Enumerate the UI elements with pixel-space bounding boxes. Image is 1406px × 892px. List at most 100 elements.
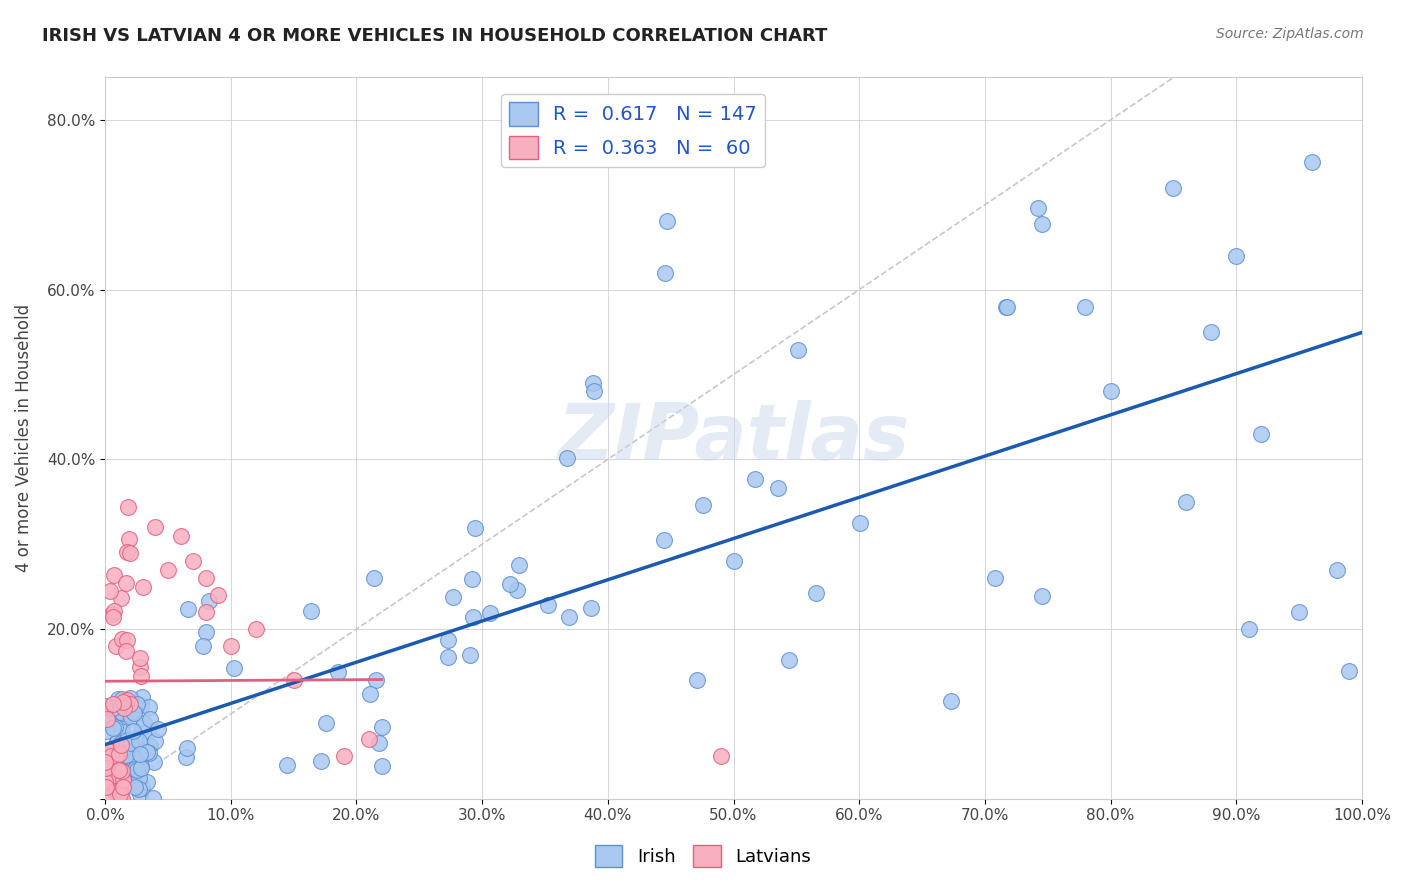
Point xyxy=(219,639,242,653)
Point xyxy=(1163,180,1185,194)
Point xyxy=(120,736,142,750)
Point xyxy=(537,598,560,612)
Point xyxy=(103,568,125,582)
Point xyxy=(806,586,828,600)
Point xyxy=(437,632,460,647)
Point xyxy=(326,665,349,679)
Point xyxy=(363,571,385,585)
Point xyxy=(1326,563,1348,577)
Point xyxy=(1026,201,1049,215)
Point xyxy=(460,572,482,586)
Point xyxy=(582,384,605,398)
Point xyxy=(555,451,578,466)
Point xyxy=(299,604,322,618)
Point xyxy=(117,633,139,648)
Point xyxy=(1250,426,1272,441)
Point xyxy=(115,748,138,763)
Point xyxy=(125,699,148,714)
Point xyxy=(107,691,129,706)
Point xyxy=(135,775,157,789)
Point xyxy=(100,771,122,785)
Point xyxy=(111,691,134,706)
Point xyxy=(194,625,217,640)
Point xyxy=(177,602,200,616)
Point xyxy=(125,698,148,712)
Point xyxy=(108,721,131,735)
Point xyxy=(508,558,530,573)
Point xyxy=(110,724,132,739)
Point xyxy=(506,582,529,597)
Point xyxy=(103,603,125,617)
Point xyxy=(371,759,394,773)
Point xyxy=(105,787,128,801)
Point xyxy=(359,687,381,701)
Point xyxy=(125,753,148,767)
Point xyxy=(101,697,124,711)
Point xyxy=(1237,622,1260,636)
Point xyxy=(686,673,709,687)
Point xyxy=(368,736,391,750)
Point xyxy=(104,720,127,734)
Point xyxy=(110,762,132,776)
Text: IRISH VS LATVIAN 4 OR MORE VEHICLES IN HOUSEHOLD CORRELATION CHART: IRISH VS LATVIAN 4 OR MORE VEHICLES IN H… xyxy=(42,27,828,45)
Point xyxy=(994,300,1017,314)
Point xyxy=(443,590,465,604)
Point xyxy=(222,661,245,675)
Point xyxy=(110,591,132,605)
Point xyxy=(96,712,118,726)
Point xyxy=(132,716,155,731)
Point xyxy=(100,770,122,784)
Point xyxy=(744,472,766,486)
Text: Source: ZipAtlas.com: Source: ZipAtlas.com xyxy=(1216,27,1364,41)
Point xyxy=(138,700,160,714)
Point xyxy=(245,622,267,636)
Point xyxy=(464,521,486,535)
Point xyxy=(114,575,136,590)
Point xyxy=(461,609,484,624)
Point xyxy=(103,776,125,790)
Point xyxy=(112,694,135,708)
Point xyxy=(129,651,152,665)
Point xyxy=(131,760,153,774)
Point xyxy=(778,653,800,667)
Point xyxy=(939,694,962,708)
Point xyxy=(125,763,148,777)
Point xyxy=(101,701,124,715)
Point xyxy=(129,668,152,682)
Point xyxy=(129,698,152,712)
Point xyxy=(984,571,1007,585)
Point xyxy=(309,754,332,768)
Point xyxy=(118,765,141,780)
Point xyxy=(115,644,138,658)
Point xyxy=(115,756,138,770)
Point xyxy=(122,706,145,721)
Point xyxy=(101,607,124,621)
Point xyxy=(121,752,143,766)
Point xyxy=(1225,249,1247,263)
Point xyxy=(103,610,125,624)
Point xyxy=(710,749,733,764)
Point xyxy=(124,731,146,745)
Point xyxy=(111,632,134,646)
Point xyxy=(128,771,150,785)
Point xyxy=(169,529,191,543)
Point xyxy=(437,649,460,664)
Point xyxy=(131,780,153,795)
Point xyxy=(652,533,675,547)
Point xyxy=(198,594,221,608)
Point xyxy=(125,751,148,765)
Point xyxy=(105,735,128,749)
Point xyxy=(120,691,142,706)
Point xyxy=(101,721,124,735)
Point xyxy=(120,709,142,723)
Point xyxy=(97,714,120,728)
Point xyxy=(118,532,141,546)
Point xyxy=(114,731,136,746)
Legend: Irish, Latvians: Irish, Latvians xyxy=(588,838,818,874)
Point xyxy=(110,738,132,752)
Point xyxy=(101,744,124,758)
Point xyxy=(1301,155,1323,169)
Point xyxy=(138,746,160,760)
Point xyxy=(194,571,217,585)
Point xyxy=(131,759,153,773)
